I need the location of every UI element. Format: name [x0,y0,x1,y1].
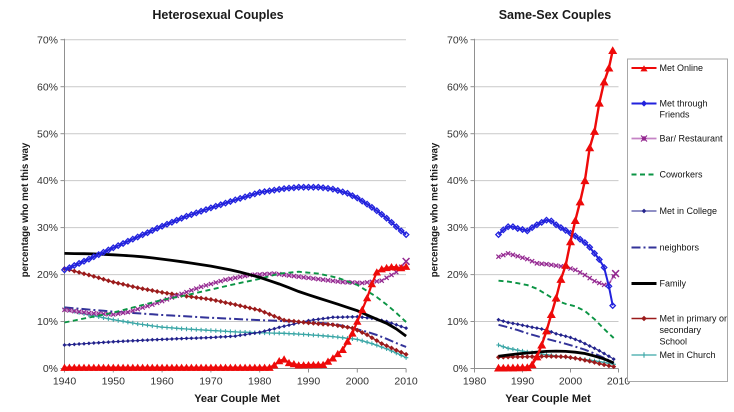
svg-text:20%: 20% [447,269,468,281]
svg-text:1990: 1990 [297,376,321,388]
svg-text:60%: 60% [447,81,468,93]
svg-text:70%: 70% [37,34,58,46]
svg-text:percentage who met this way: percentage who met this way [430,142,441,277]
svg-text:1940: 1940 [53,376,77,388]
svg-text:1980: 1980 [248,376,272,388]
svg-text:Year Couple Met: Year Couple Met [194,393,280,405]
svg-text:10%: 10% [447,316,468,328]
svg-text:30%: 30% [447,222,468,234]
svg-text:1970: 1970 [199,376,223,388]
svg-text:40%: 40% [37,175,58,187]
svg-text:30%: 30% [37,222,58,234]
svg-text:neighbors: neighbors [660,243,700,253]
svg-text:2000: 2000 [346,376,370,388]
svg-text:School: School [660,337,688,347]
svg-text:0%: 0% [43,363,58,375]
svg-text:20%: 20% [37,269,58,281]
svg-text:Met in primary or: Met in primary or [660,314,728,324]
svg-text:Family: Family [660,279,687,289]
svg-text:Met Online: Met Online [660,63,704,73]
svg-text:Same-Sex Couples: Same-Sex Couples [499,8,612,22]
svg-text:secondary: secondary [660,325,702,335]
svg-text:Friends: Friends [660,110,691,120]
svg-text:70%: 70% [447,34,468,46]
svg-text:Bar/ Restaurant: Bar/ Restaurant [660,134,724,144]
svg-text:1990: 1990 [511,376,535,388]
svg-text:50%: 50% [37,128,58,140]
svg-text:2010: 2010 [607,376,631,388]
svg-text:2000: 2000 [559,376,583,388]
svg-text:10%: 10% [37,316,58,328]
svg-text:60%: 60% [37,81,58,93]
svg-text:percentage who met this way: percentage who met this way [20,142,31,277]
svg-text:40%: 40% [447,175,468,187]
svg-text:0%: 0% [453,363,468,375]
svg-text:1980: 1980 [463,376,487,388]
svg-text:Met through: Met through [660,99,708,109]
svg-text:1950: 1950 [102,376,126,388]
svg-text:Met in Church: Met in Church [660,350,716,360]
svg-text:2010: 2010 [394,376,418,388]
svg-text:Year Couple Met: Year Couple Met [505,393,591,405]
svg-text:1960: 1960 [150,376,174,388]
svg-text:Coworkers: Coworkers [660,170,704,180]
svg-text:Heterosexual Couples: Heterosexual Couples [152,8,283,22]
svg-text:50%: 50% [447,128,468,140]
svg-text:Met in College: Met in College [660,206,718,216]
